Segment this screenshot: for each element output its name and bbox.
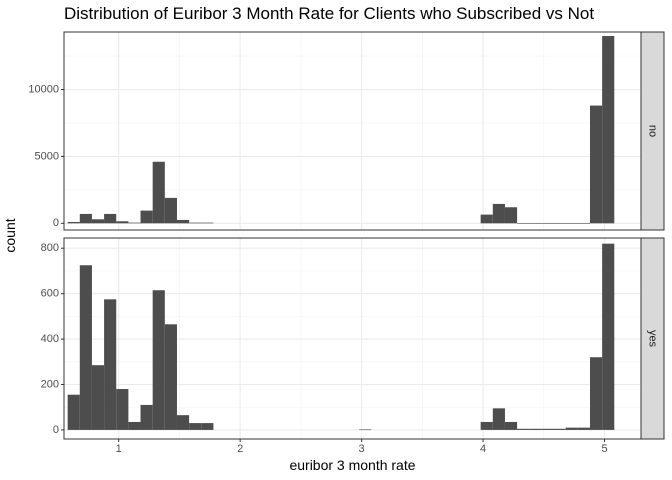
y-axis-title: count [2,218,18,252]
x-tick-label: 5 [601,443,607,455]
histogram-bar-no [517,223,530,224]
histogram-bar-no [176,219,190,224]
histogram-bar-yes [517,428,530,430]
histogram-bar-no [128,222,141,224]
histogram-bar-no [553,223,566,224]
histogram-bar-no [602,36,615,224]
histogram-bar-yes [553,428,566,430]
histogram-bar-yes [541,428,554,430]
histogram-bar-yes [189,423,202,430]
y-tick-label: 0 [53,424,59,436]
histogram-bar-yes [116,389,129,430]
histogram-bar-no [577,223,590,224]
x-axis-title: euribor 3 month rate [289,457,415,473]
y-tick-label: 400 [41,333,59,345]
histogram-bar-no [529,223,542,224]
y-tick-label: 200 [41,378,59,390]
x-tick-label: 2 [237,443,243,455]
panel-background-no [64,32,641,230]
facet-strip-label-yes: yes [647,330,659,348]
histogram-bar-yes [140,404,153,430]
histogram-bar-no [91,219,105,224]
histogram-bar-no [565,223,578,224]
histogram-bar-yes [128,421,141,430]
histogram-bar-no [79,213,92,224]
histogram-bar-yes [529,428,542,430]
histogram-bar-yes [589,357,603,430]
histogram-bar-yes [201,423,214,430]
y-tick-label: 10000 [28,83,59,95]
y-tick-label: 0 [53,217,59,229]
histogram-bar-no [67,221,80,224]
histogram-bar-no [504,207,518,224]
histogram-bar-yes [480,421,493,430]
histogram-bar-no [152,161,165,224]
chart-title: Distribution of Euribor 3 Month Rate for… [64,4,595,23]
histogram-bar-no [201,222,214,224]
histogram-bar-no [140,210,153,224]
y-tick-label: 600 [41,288,59,300]
x-tick-label: 4 [480,443,486,455]
histogram-bar-yes [504,421,518,430]
histogram-bar-yes [565,427,578,430]
histogram-bar-yes [67,394,80,430]
histogram-bar-yes [359,429,372,431]
facet-strip-no [640,31,665,231]
histogram-bar-yes [492,408,505,430]
histogram-bar-no [104,213,117,224]
x-tick-label: 3 [359,443,365,455]
y-tick-label: 5000 [35,150,59,162]
histogram-bar-no [116,221,129,224]
histogram-bar-yes [91,365,105,430]
histogram-bar-yes [164,324,177,430]
histogram-bar-yes [176,415,190,430]
histogram-bar-yes [152,290,165,430]
facet-strip-yes [640,237,665,440]
x-tick-label: 1 [116,443,122,455]
y-tick-label: 800 [41,242,59,254]
histogram-bar-no [480,214,493,224]
histogram-bar-no [492,203,505,224]
histogram-bar-no [189,222,202,224]
histogram-bar-yes [79,265,92,430]
histogram-bar-yes [104,299,117,430]
histogram-bar-yes [577,427,590,430]
facet-strip-label-no: no [647,125,659,137]
histogram-bar-no [541,223,554,224]
histogram-bar-yes [602,243,615,430]
histogram-bar-no [589,105,603,224]
histogram-bar-no [164,197,177,224]
